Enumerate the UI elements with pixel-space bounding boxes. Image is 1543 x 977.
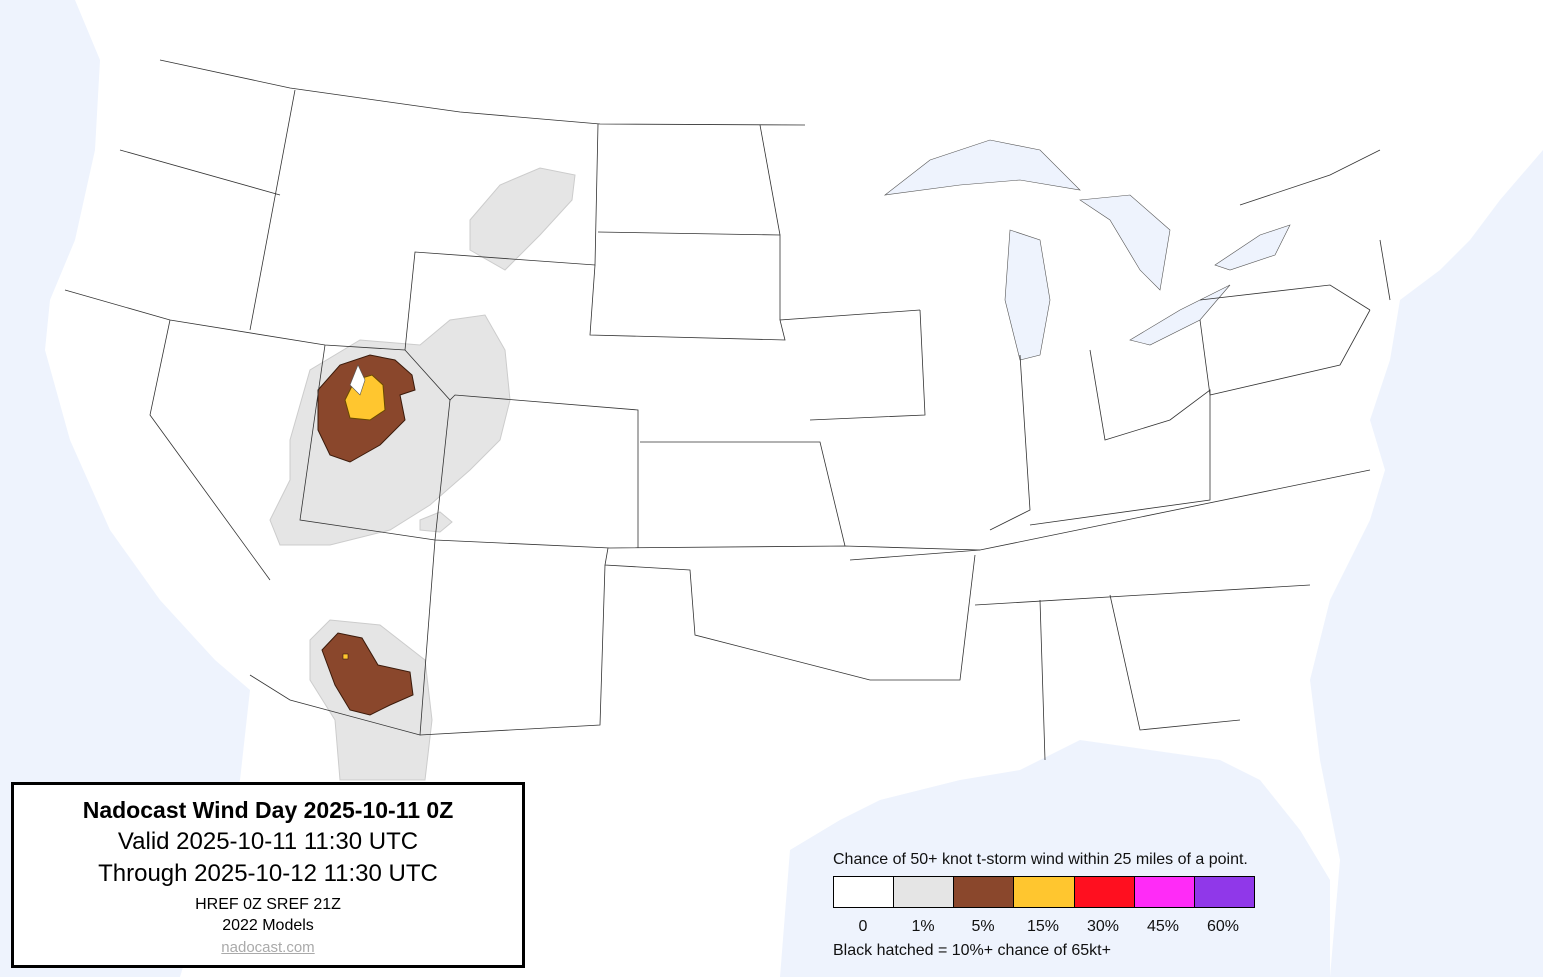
legend-caption: Chance of 50+ knot t-storm wind within 2… — [833, 851, 1248, 868]
gulf-of-mexico — [780, 740, 1330, 977]
great-lakes — [883, 139, 1291, 361]
great-salt-lake — [349, 364, 366, 396]
model-runs: HREF 0Z SREF 21Z — [195, 896, 341, 913]
model-version: 2022 Models — [222, 917, 314, 934]
probability-contours — [269, 167, 576, 781]
legend-swatch — [1134, 877, 1195, 907]
legend-label: 30% — [1086, 918, 1120, 935]
state-borders — [64, 59, 1391, 761]
legend-swatches — [833, 876, 1255, 908]
legend-label: 1% — [911, 918, 935, 935]
legend-label: 15% — [1026, 918, 1060, 935]
pacific-ocean — [0, 0, 250, 977]
atlantic-ocean — [1310, 150, 1543, 977]
legend-swatch — [834, 877, 895, 907]
through-time: Through 2025-10-12 11:30 UTC — [98, 860, 438, 887]
legend-swatch — [1074, 877, 1135, 907]
valid-time: Valid 2025-10-11 11:30 UTC — [117, 828, 419, 855]
prob-1pct-area — [419, 511, 453, 533]
legend-label: 0 — [858, 918, 868, 935]
legend-label: 60% — [1206, 918, 1240, 935]
nadocast-link[interactable]: nadocast.com — [221, 939, 315, 956]
forecast-title-box: Nadocast Wind Day 2025-10-11 0Z Valid 20… — [11, 782, 525, 968]
forecast-title: Nadocast Wind Day 2025-10-11 0Z — [82, 797, 454, 823]
legend-swatch — [894, 877, 955, 907]
legend-label: 5% — [971, 918, 995, 935]
legend-label: 45% — [1146, 918, 1180, 935]
prob-15pct-area — [342, 653, 349, 660]
hatch-note: Black hatched = 10%+ chance of 65kt+ — [833, 942, 1111, 959]
legend-swatch — [1014, 877, 1075, 907]
prob-5pct-area — [321, 632, 414, 716]
legend-swatch — [954, 877, 1015, 907]
probability-legend: Chance of 50+ knot t-storm wind within 2… — [833, 851, 1273, 960]
legend-labels: 0 1% 5% 15% 30% 45% 60% — [833, 918, 1253, 936]
legend-swatch — [1194, 877, 1254, 907]
